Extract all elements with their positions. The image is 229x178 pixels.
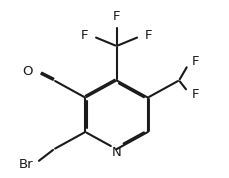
Text: F: F (191, 55, 198, 68)
Text: Br: Br (18, 158, 33, 171)
Text: F: F (144, 29, 152, 42)
Text: O: O (22, 65, 33, 78)
Text: F: F (81, 29, 88, 42)
Text: F: F (112, 10, 120, 23)
Text: N: N (111, 146, 121, 159)
Text: F: F (191, 88, 198, 101)
